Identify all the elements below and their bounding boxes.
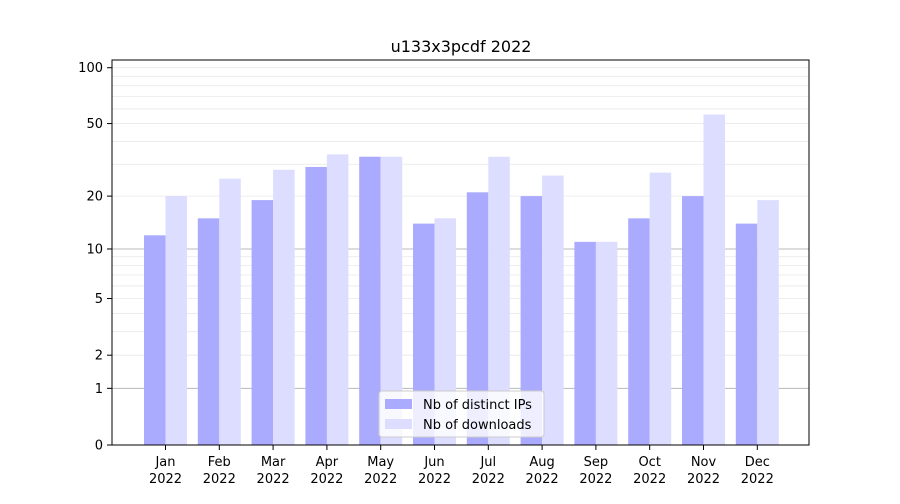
x-tick-label-month: Jan xyxy=(154,455,175,470)
bar-downloads xyxy=(434,218,456,445)
bar-distinct-ips xyxy=(520,196,543,445)
y-tick-label: 5 xyxy=(95,292,103,307)
x-tick-label-month: May xyxy=(367,455,394,470)
legend: Nb of distinct IPs Nb of downloads xyxy=(378,390,545,438)
y-tick-label: 20 xyxy=(86,190,103,205)
x-tick-label-month: Feb xyxy=(208,455,231,470)
bar-downloads xyxy=(595,241,618,445)
x-tick-label-year: 2022 xyxy=(687,472,720,487)
y-tick-label: 2 xyxy=(95,349,103,364)
x-tick-label-month: Sep xyxy=(584,455,609,470)
bar-distinct-ips xyxy=(574,241,596,445)
x-tick-label-year: 2022 xyxy=(741,472,774,487)
bar-distinct-ips xyxy=(359,156,381,446)
y-tick-label: 0 xyxy=(95,439,103,454)
x-tick-label-month: Nov xyxy=(691,455,717,470)
legend-box xyxy=(378,390,545,438)
x-tick-label-month: Dec xyxy=(745,455,770,470)
bar-downloads xyxy=(757,200,779,445)
bar-distinct-ips xyxy=(305,166,327,445)
x-tick-label-year: 2022 xyxy=(203,472,236,487)
bar-distinct-ips xyxy=(197,218,220,445)
bar-distinct-ips xyxy=(413,223,435,445)
bar-downloads xyxy=(380,156,403,446)
plot-frame xyxy=(111,59,810,446)
chart-title: u133x3pcdf 2022 xyxy=(391,37,532,56)
bar-downloads xyxy=(273,169,295,445)
legend-swatch xyxy=(385,419,412,429)
bar-downloads xyxy=(219,178,241,445)
bar-distinct-ips xyxy=(466,192,489,445)
bar-distinct-ips xyxy=(735,223,758,445)
legend-label: Nb of downloads xyxy=(423,418,532,433)
bar-downloads xyxy=(542,175,564,445)
x-tick-label-month: Mar xyxy=(261,455,286,470)
y-tick-label: 1 xyxy=(95,382,103,397)
bar-downloads xyxy=(649,172,672,445)
y-axis: 0 1 2 5 10 20 50 100 xyxy=(78,61,112,454)
bar-distinct-ips xyxy=(144,235,166,445)
x-tick-label-year: 2022 xyxy=(310,472,343,487)
bar-downloads xyxy=(165,196,187,445)
bar-distinct-ips xyxy=(682,196,704,445)
x-tick-label-year: 2022 xyxy=(257,472,290,487)
legend-swatch xyxy=(385,399,412,409)
bar-downloads xyxy=(703,114,725,445)
x-tick-label-year: 2022 xyxy=(526,472,559,487)
x-tick-label-year: 2022 xyxy=(364,472,397,487)
bar-downloads xyxy=(488,156,510,446)
bar-downloads xyxy=(326,154,349,445)
x-axis: Jan 2022 Feb 2022 Mar 2022 Apr 2022 May 2022 Jun 20… xyxy=(149,445,774,487)
bar-distinct-ips xyxy=(251,200,274,445)
x-tick-label-year: 2022 xyxy=(579,472,612,487)
x-tick-label-month: Apr xyxy=(316,455,339,470)
x-tick-label-month: Jun xyxy=(423,455,444,470)
y-tick-label: 10 xyxy=(86,242,103,257)
x-tick-label-year: 2022 xyxy=(633,472,666,487)
x-tick-label-month: Jul xyxy=(479,455,496,470)
y-tick-label: 50 xyxy=(86,117,103,132)
x-tick-label-year: 2022 xyxy=(472,472,505,487)
x-tick-label-year: 2022 xyxy=(418,472,451,487)
bars-layer xyxy=(144,114,779,446)
y-tick-label: 100 xyxy=(78,61,103,76)
legend-label: Nb of distinct IPs xyxy=(423,398,532,413)
x-tick-label-month: Oct xyxy=(638,455,660,470)
x-tick-label-month: Aug xyxy=(529,455,554,470)
bar-distinct-ips xyxy=(628,218,650,445)
x-tick-label-year: 2022 xyxy=(149,472,182,487)
